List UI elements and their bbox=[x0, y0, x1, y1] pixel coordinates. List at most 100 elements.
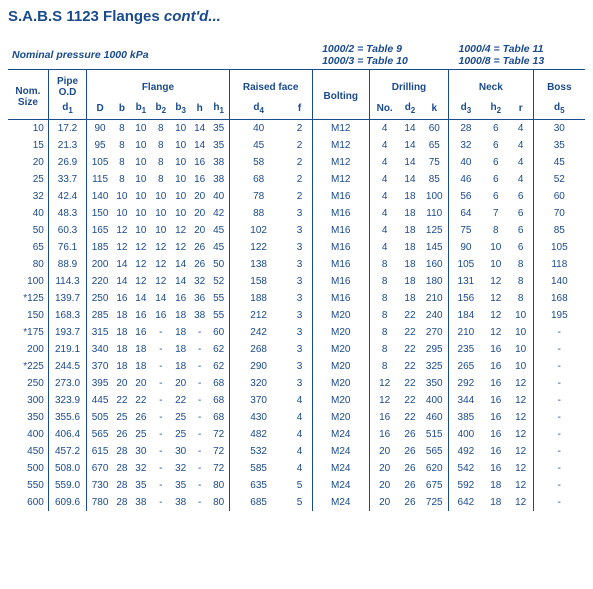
cell: 10 bbox=[131, 120, 151, 138]
cell: 8 bbox=[113, 120, 131, 138]
cell: - bbox=[533, 409, 585, 426]
cell: 2 bbox=[288, 154, 313, 171]
cell: 10 bbox=[483, 239, 509, 256]
col-sub: b3 bbox=[171, 100, 191, 120]
table-row: 350355.65052526-25-684304M20162246038516… bbox=[8, 409, 585, 426]
cell: 285 bbox=[87, 307, 113, 324]
col-sub: b2 bbox=[151, 100, 171, 120]
cell: 75 bbox=[421, 154, 449, 171]
cell: 184 bbox=[448, 307, 482, 324]
cell: 395 bbox=[87, 375, 113, 392]
cell: 60 bbox=[421, 120, 449, 138]
cell: 20 bbox=[171, 375, 191, 392]
cell: M12 bbox=[312, 137, 369, 154]
cell: 406.4 bbox=[48, 426, 86, 443]
cell: 188 bbox=[229, 290, 287, 307]
cell: - bbox=[151, 358, 171, 375]
cell: 725 bbox=[421, 494, 449, 511]
cell: 150 bbox=[8, 307, 48, 324]
col-drilling: Drilling bbox=[369, 70, 448, 101]
cell: 4 bbox=[369, 154, 399, 171]
cell: 400 bbox=[448, 426, 482, 443]
table-row: 300323.94452222-22-683704M20122240034416… bbox=[8, 392, 585, 409]
cell: 10 bbox=[151, 188, 171, 205]
cell: 56 bbox=[448, 188, 482, 205]
cell: 295 bbox=[421, 341, 449, 358]
cell: 323.9 bbox=[48, 392, 86, 409]
cell: 8 bbox=[369, 358, 399, 375]
table-row: 3242.4140101010102040782M16418100566660 bbox=[8, 188, 585, 205]
cell: 20 bbox=[191, 205, 209, 222]
cell: 28 bbox=[113, 494, 131, 511]
cell: 25 bbox=[171, 426, 191, 443]
cell: 14 bbox=[399, 154, 420, 171]
cell: 3 bbox=[288, 239, 313, 256]
cell: 20 bbox=[369, 477, 399, 494]
cell: 20 bbox=[369, 443, 399, 460]
cell: 12 bbox=[509, 375, 533, 392]
cell: 12 bbox=[131, 256, 151, 273]
cell: 18 bbox=[399, 239, 420, 256]
cell: 10 bbox=[171, 188, 191, 205]
table-row: 550559.07302835-35-806355M24202667559218… bbox=[8, 477, 585, 494]
cell: 10 bbox=[171, 205, 191, 222]
cell: M24 bbox=[312, 426, 369, 443]
col-raised: Raised face bbox=[229, 70, 312, 101]
cell: 250 bbox=[87, 290, 113, 307]
cell: 105 bbox=[448, 256, 482, 273]
cell: 22 bbox=[399, 409, 420, 426]
cell: - bbox=[191, 460, 209, 477]
cell: 22 bbox=[399, 358, 420, 375]
cell: 72 bbox=[209, 426, 230, 443]
cell: 16 bbox=[151, 307, 171, 324]
cell: 8 bbox=[151, 137, 171, 154]
cell: 350 bbox=[8, 409, 48, 426]
cell: 25 bbox=[131, 426, 151, 443]
cell: 22 bbox=[399, 375, 420, 392]
cell: *125 bbox=[8, 290, 48, 307]
cell: 105 bbox=[533, 239, 585, 256]
cell: 50 bbox=[8, 222, 48, 239]
cell: M20 bbox=[312, 375, 369, 392]
cell: 16 bbox=[483, 426, 509, 443]
flange-table: Nominal pressure 1000 kPa 1000/2 = Table… bbox=[8, 35, 585, 511]
col-sub: d4 bbox=[229, 100, 287, 120]
cell: - bbox=[533, 460, 585, 477]
cell: 8 bbox=[369, 324, 399, 341]
cell: 200 bbox=[87, 256, 113, 273]
cell: 370 bbox=[229, 392, 287, 409]
cell: M16 bbox=[312, 290, 369, 307]
cell: 22 bbox=[399, 341, 420, 358]
cell: 20 bbox=[369, 460, 399, 477]
cell: M16 bbox=[312, 188, 369, 205]
cell: 12 bbox=[131, 239, 151, 256]
table-row: 100114.32201412121432521583M168181801311… bbox=[8, 273, 585, 290]
cell: 8 bbox=[151, 154, 171, 171]
cell: - bbox=[151, 494, 171, 511]
cell: 2 bbox=[288, 171, 313, 188]
cell: - bbox=[191, 341, 209, 358]
cell: 28 bbox=[448, 120, 482, 138]
cell: 8 bbox=[369, 341, 399, 358]
cell: 16 bbox=[483, 443, 509, 460]
cell: 10 bbox=[509, 307, 533, 324]
cell: 193.7 bbox=[48, 324, 86, 341]
cell: 10 bbox=[171, 154, 191, 171]
cell: 122 bbox=[229, 239, 287, 256]
cell: 492 bbox=[448, 443, 482, 460]
cell: M16 bbox=[312, 273, 369, 290]
cell: - bbox=[151, 443, 171, 460]
cell: 102 bbox=[229, 222, 287, 239]
cell: 38 bbox=[131, 494, 151, 511]
cell: 10 bbox=[131, 137, 151, 154]
col-boss: Boss bbox=[533, 70, 585, 101]
cell: 3 bbox=[288, 273, 313, 290]
col-sub: f bbox=[288, 100, 313, 120]
cell: 12 bbox=[483, 324, 509, 341]
cell: 5 bbox=[288, 477, 313, 494]
table-row: 500508.06702832-32-725854M24202662054216… bbox=[8, 460, 585, 477]
cell: 6 bbox=[483, 188, 509, 205]
cell: - bbox=[191, 392, 209, 409]
cell: 139.7 bbox=[48, 290, 86, 307]
table-row: 5060.31651210101220451023M16418125758685 bbox=[8, 222, 585, 239]
